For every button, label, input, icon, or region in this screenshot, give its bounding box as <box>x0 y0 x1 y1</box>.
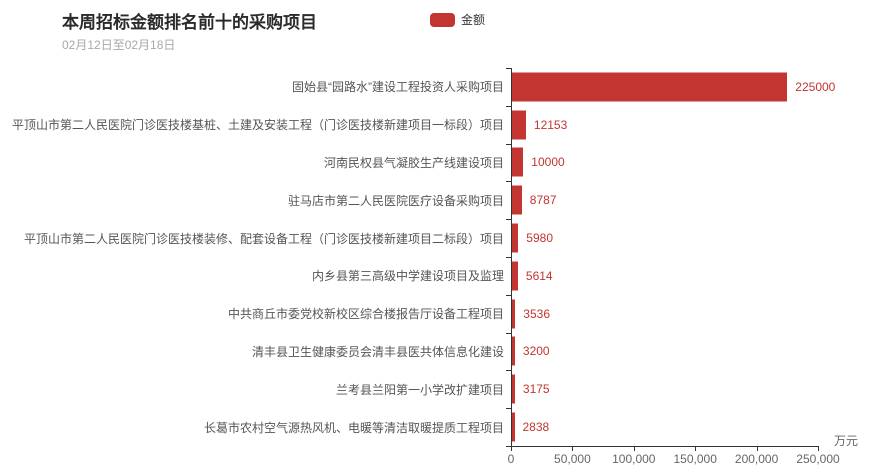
legend-marker-icon <box>430 12 455 27</box>
x-axis-tick <box>756 446 758 451</box>
amount-bar[interactable] <box>511 223 519 253</box>
amount-bar[interactable] <box>511 336 515 366</box>
x-axis-label: 0 <box>507 452 515 466</box>
legend-label: 金额 <box>461 13 486 27</box>
bar-row: 兰考县兰阳第一小学改扩建项目 3175 <box>0 370 871 408</box>
x-axis-label: 50,000 <box>554 452 591 466</box>
amount-bar[interactable] <box>511 299 516 329</box>
amount-bar[interactable] <box>511 147 524 177</box>
bar-row: 长葛市农村空气源热风机、电暖等清洁取暖提质工程项目 2838 <box>0 408 871 446</box>
value-label: 10000 <box>531 155 565 170</box>
value-label: 2838 <box>522 420 550 435</box>
x-axis-label: 250,000 <box>796 452 840 466</box>
y-axis-tick <box>506 332 511 334</box>
amount-bar[interactable] <box>511 412 515 442</box>
y-axis-tick <box>506 408 511 410</box>
amount-bar[interactable] <box>511 261 518 291</box>
y-axis-tick <box>506 219 511 221</box>
value-label: 3536 <box>523 306 550 321</box>
x-axis-tick <box>818 446 819 451</box>
y-axis-tick <box>506 370 511 372</box>
y-axis-tick <box>506 68 511 69</box>
x-axis-tick <box>511 446 512 451</box>
bar-track: 8787 <box>511 181 871 219</box>
x-axis-label: 100,000 <box>612 452 656 466</box>
amount-bar[interactable] <box>511 185 522 215</box>
bar-track: 2838 <box>511 408 871 446</box>
chart-subtitle: 02月12日至02月18日 <box>62 38 176 52</box>
y-axis-tick <box>506 294 511 296</box>
legend-item-amount[interactable]: 金额 <box>430 11 485 28</box>
x-axis-tick <box>572 446 574 451</box>
bar-track: 5980 <box>511 219 871 257</box>
x-axis-label: 150,000 <box>673 452 717 466</box>
bar-track: 225000 <box>511 68 871 106</box>
category-label: 清丰县卫生健康委员会清丰县医共体信息化建设 <box>251 344 504 359</box>
bar-track: 12153 <box>511 106 871 144</box>
value-label: 3175 <box>522 382 550 397</box>
bar-rows: 固始县“园路水”建设工程投资人采购项目 225000 平顶山市第二人民医院门诊医技楼… <box>0 68 871 446</box>
value-label: 8787 <box>529 193 557 208</box>
y-axis-tick <box>506 105 511 107</box>
bar-track: 3200 <box>511 333 871 371</box>
bar-track: 10000 <box>511 144 871 182</box>
bar-track: 3175 <box>511 370 871 408</box>
value-label: 5614 <box>525 268 553 283</box>
bar-row: 平顶山市第二人民医院门诊医技楼基桩、土建及安装工程（门诊医技楼新建项目一标段）项… <box>0 106 871 144</box>
bar-row: 固始县“园路水”建设工程投资人采购项目 225000 <box>0 68 871 106</box>
y-axis-tick <box>506 257 511 258</box>
amount-bar[interactable] <box>511 72 788 102</box>
bar-track: 5614 <box>511 257 871 295</box>
y-axis-tick <box>506 181 511 183</box>
x-axis-tick <box>633 446 635 451</box>
category-label: 兰考县兰阳第一小学改扩建项目 <box>335 382 504 397</box>
category-label: 驻马店市第二人民医院医疗设备采购项目 <box>287 193 504 208</box>
bar-row: 清丰县卫生健康委员会清丰县医共体信息化建设 3200 <box>0 333 871 371</box>
x-axis-tick <box>695 446 697 451</box>
category-label: 内乡县第三高级中学建设项目及监理 <box>311 269 504 284</box>
value-label: 3200 <box>522 344 550 359</box>
category-label: 固始县“园路水”建设工程投资人采购项目 <box>292 80 504 95</box>
x-axis-label: 200,000 <box>734 452 779 466</box>
bar-row: 平顶山市第二人民医院门诊医技楼装修、配套设备工程（门诊医技楼新建项目二标段）项目… <box>0 219 871 257</box>
value-label: 12153 <box>533 117 568 132</box>
category-label: 平顶山市第二人民医院门诊医技楼装修、配套设备工程（门诊医技楼新建项目二标段）项目 <box>23 231 504 246</box>
x-axis-unit-label: 万元 <box>834 434 859 448</box>
category-label: 平顶山市第二人民医院门诊医技楼基桩、土建及安装工程（门诊医技楼新建项目一标段）项… <box>11 118 504 133</box>
bar-row: 河南民权县气凝胶生产线建设项目 10000 <box>0 144 871 182</box>
value-label: 225000 <box>795 79 836 94</box>
y-axis-tick <box>506 446 511 447</box>
amount-bar[interactable] <box>511 110 526 140</box>
bar-row: 驻马店市第二人民医院医疗设备采购项目 8787 <box>0 181 871 219</box>
value-label: 5980 <box>526 231 553 246</box>
category-label: 长葛市农村空气源热风机、电暖等清洁取暖提质工程项目 <box>203 420 504 435</box>
category-label: 中共商丘市委党校新校区综合楼报告厅设备工程项目 <box>227 307 504 322</box>
bar-row: 内乡县第三高级中学建设项目及监理 5614 <box>0 257 871 295</box>
bar-row: 中共商丘市委党校新校区综合楼报告厅设备工程项目 3536 <box>0 295 871 333</box>
bar-track: 3536 <box>511 295 871 333</box>
y-axis-tick <box>506 143 511 145</box>
chart-title: 本周招标金额排名前十的采购项目 <box>62 13 317 32</box>
category-label: 河南民权县气凝胶生产线建设项目 <box>323 155 504 170</box>
amount-bar[interactable] <box>511 374 515 404</box>
